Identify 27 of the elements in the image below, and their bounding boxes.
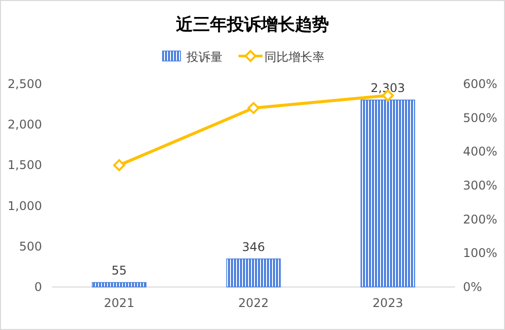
data-label: 346 bbox=[242, 240, 265, 254]
y2-tick-label: 0% bbox=[463, 280, 482, 294]
legend-label: 同比增长率 bbox=[264, 50, 324, 64]
y2-tick-label: 400% bbox=[463, 144, 498, 159]
y-tick-label: 500 bbox=[19, 239, 42, 254]
y2-tick-label: 100% bbox=[463, 246, 498, 260]
data-label: 2,303 bbox=[370, 80, 406, 95]
x-tick-label: 2022 bbox=[238, 296, 269, 310]
y2-tick-label: 500% bbox=[463, 110, 498, 125]
point bbox=[248, 102, 260, 114]
chart-title: 近三年投诉增长趋势 bbox=[175, 15, 329, 35]
bar bbox=[360, 100, 416, 288]
y2-tick-label: 600% bbox=[463, 77, 498, 91]
y-tick-label: 2,500 bbox=[8, 77, 42, 91]
bar bbox=[226, 258, 281, 288]
point bbox=[113, 159, 126, 172]
y-tick-label: 1,000 bbox=[8, 198, 42, 213]
y-tick-label: 2,000 bbox=[8, 118, 42, 132]
y-tick-label: 0 bbox=[34, 280, 42, 294]
bar bbox=[92, 282, 146, 288]
x-tick-label: 2021 bbox=[104, 296, 134, 310]
y2-tick-label: 300% bbox=[463, 178, 498, 192]
x-tick-label: 2023 bbox=[372, 296, 404, 310]
y-tick-label: 1,500 bbox=[8, 158, 42, 172]
data-label: 55 bbox=[112, 264, 127, 278]
legend-label: 投诉量 bbox=[186, 50, 222, 64]
y2-tick-label: 200% bbox=[463, 212, 498, 226]
